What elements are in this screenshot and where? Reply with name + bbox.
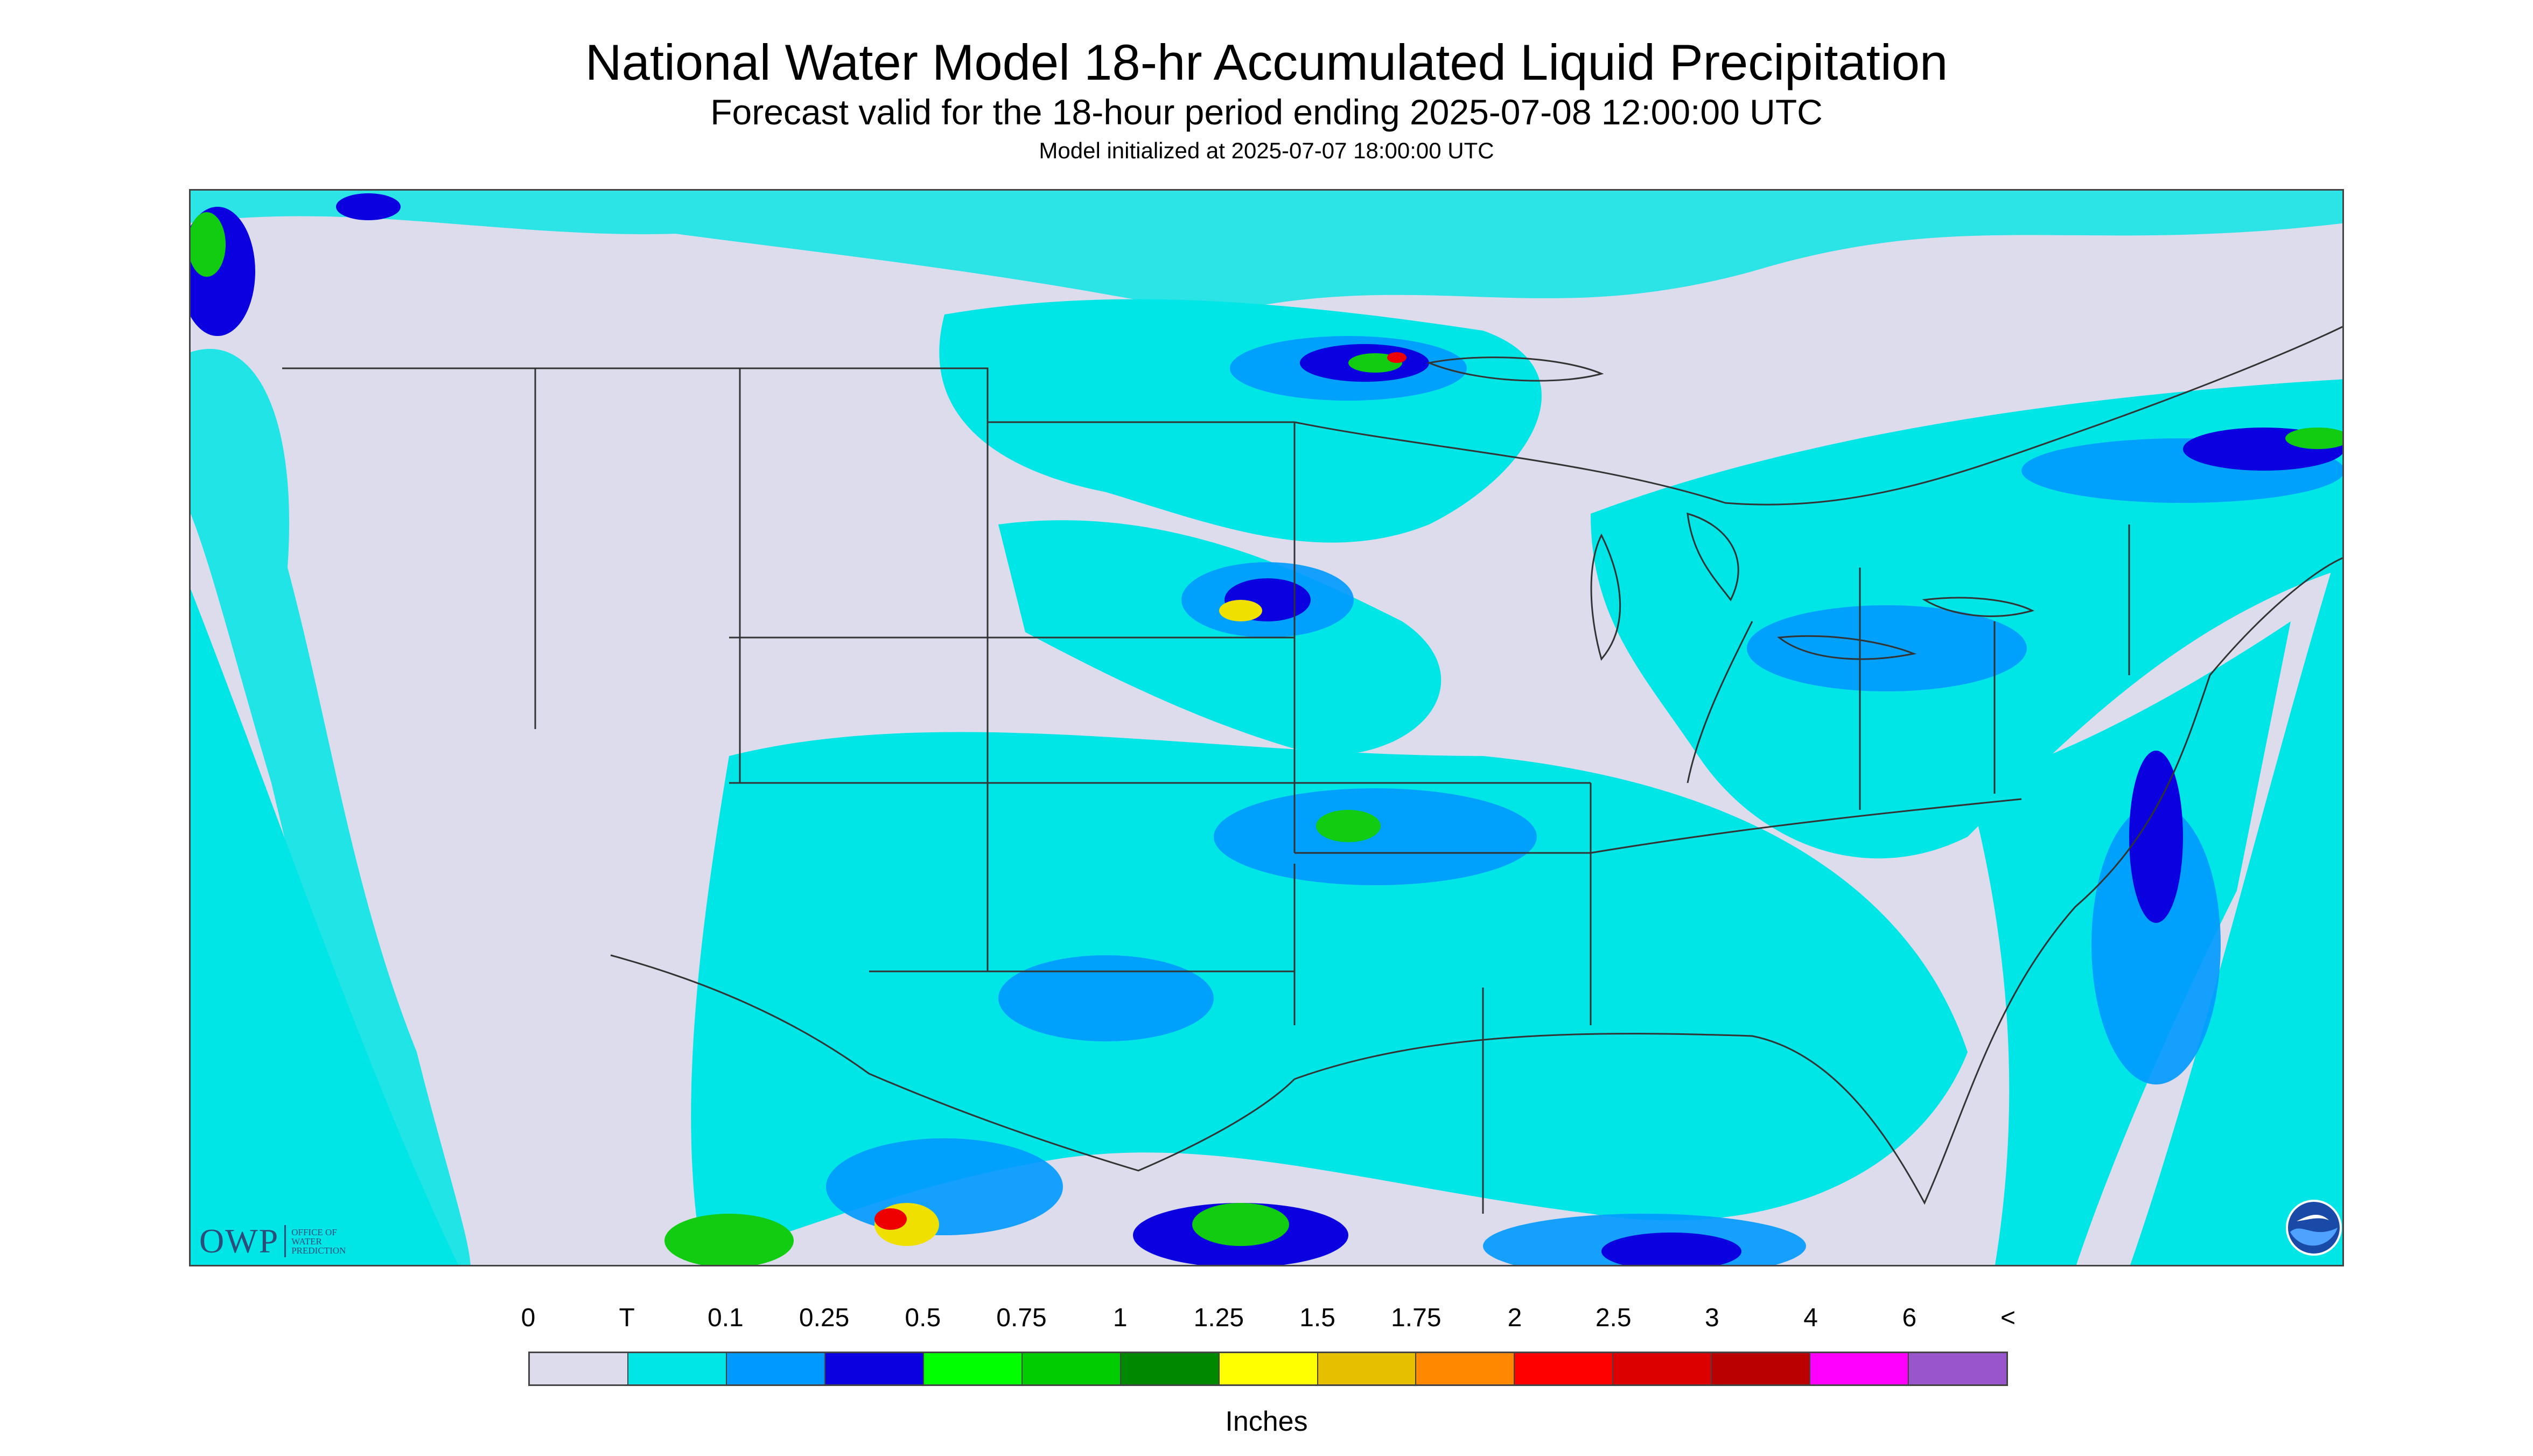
owp-logo-line: WATER: [291, 1236, 322, 1247]
owp-logo-subtext: OFFICE OF WATER PREDICTION: [291, 1228, 346, 1255]
legend-tick-label: 2.5: [1595, 1304, 1632, 1332]
owp-logo-text: OWP: [199, 1222, 279, 1260]
legend-tick-label: <: [2000, 1304, 2016, 1332]
legend-tick-label: 1.25: [1193, 1304, 1244, 1332]
owp-logo-line: PREDICTION: [291, 1245, 346, 1256]
legend-swatch: [1121, 1353, 1220, 1384]
legend-tick-label: 3: [1705, 1304, 1719, 1332]
north-trace-band: [191, 191, 2342, 314]
precipitation-map-graphic: [191, 191, 2342, 1265]
model-init-line: Model initialized at 2025-07-07 18:00:00…: [1039, 138, 1494, 163]
light-precip: [826, 336, 2342, 1265]
legend-swatch: [1515, 1353, 1614, 1384]
great-lakes: [1426, 356, 2035, 661]
legend-swatch: [923, 1353, 1023, 1384]
west-coast-ocean: [191, 349, 471, 1265]
western-domain-edge: [191, 191, 459, 1265]
precipitation-map: [189, 189, 2344, 1266]
legend-tick-label: 0.75: [996, 1304, 1047, 1332]
legend-tick-label: 0.25: [799, 1304, 850, 1332]
owp-logo-divider: [284, 1225, 286, 1257]
legend-tick-label: 0.1: [708, 1304, 744, 1332]
legend-tick-label: 1.5: [1299, 1304, 1335, 1332]
legend-swatch: [825, 1353, 924, 1384]
legend-units-label: Inches: [1225, 1406, 1308, 1437]
legend-tick-label: 1.75: [1391, 1304, 1442, 1332]
legend-swatch: [1318, 1353, 1417, 1384]
noaa-logo-icon: [2286, 1200, 2342, 1256]
map-title: National Water Model 18-hr Accumulated L…: [585, 34, 1948, 90]
legend-swatch: [530, 1353, 628, 1384]
legend-tick-label: 2: [1507, 1304, 1522, 1332]
legend-swatch: [726, 1353, 825, 1384]
legend-swatch: [1613, 1353, 1712, 1384]
legend-swatch: [1219, 1353, 1318, 1384]
legend-tick-label: 0.5: [905, 1304, 941, 1332]
owp-logo: OWP OFFICE OF WATER PREDICTION: [199, 1222, 346, 1260]
legend-swatch: [1712, 1353, 1811, 1384]
forecast-valid-subtitle: Forecast valid for the 18-hour period en…: [710, 92, 1823, 132]
legend-labels: 0 T 0.1 0.25 0.5 0.75 1 1.25 1.5 1.75 2 2.5 3 4 6 <: [0, 1303, 2533, 1335]
legend-tick-label: T: [619, 1304, 635, 1332]
boundary-lines: [282, 326, 2342, 1214]
heavy-precip: [191, 212, 2342, 1265]
legend-tick-label: 0: [521, 1304, 536, 1332]
legend-tick-label: 1: [1112, 1304, 1128, 1332]
legend-swatch: [628, 1353, 727, 1384]
legend-swatch: [1909, 1353, 2007, 1384]
legend-tick-label: 4: [1803, 1304, 1818, 1332]
legend-swatch: [1022, 1353, 1121, 1384]
owp-logo-line: OFFICE OF: [291, 1227, 337, 1237]
legend-tick-label: 6: [1902, 1304, 1917, 1332]
legend-swatch: [1810, 1353, 1909, 1384]
eastern-domain-edge: [2130, 535, 2342, 1265]
legend-swatch: [1416, 1353, 1515, 1384]
legend-color-bar: [528, 1352, 2008, 1386]
medium-precip: [191, 193, 2342, 1265]
